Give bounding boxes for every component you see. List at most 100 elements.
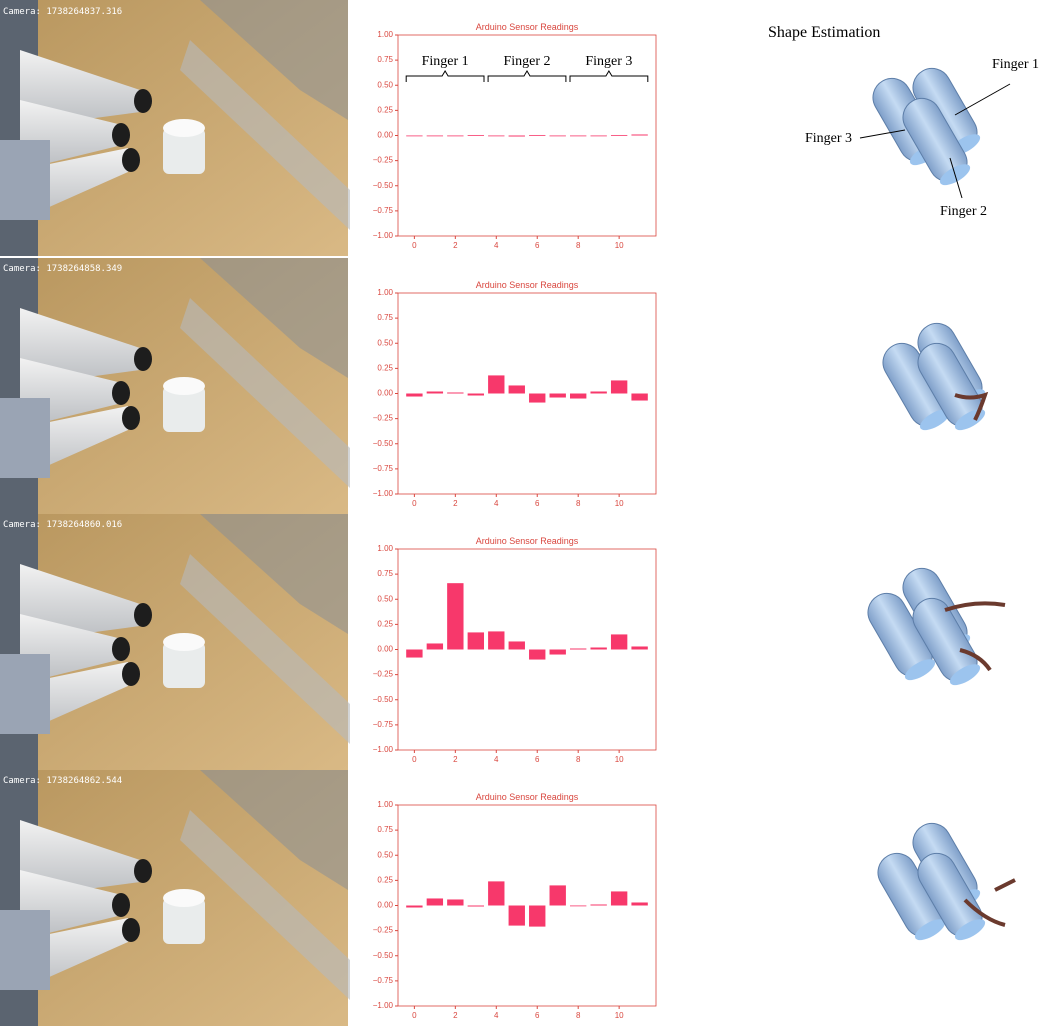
finger-annotation: Finger 2: [503, 54, 550, 69]
shape-model: [870, 816, 1016, 946]
finger-label: Finger 3: [805, 131, 852, 146]
finger-label: Finger 2: [940, 204, 987, 219]
shape-panels: Shape Estimation Finger 1 Finger 3 Finge…: [768, 24, 1039, 946]
bar: [508, 135, 525, 137]
y-tick-label: 0.00: [377, 389, 393, 398]
bar: [610, 380, 628, 394]
y-tick-label: 0.75: [377, 569, 393, 578]
camera-label: Camera: 1738264837.316: [3, 7, 122, 17]
bar: [549, 135, 566, 137]
x-tick-label: 6: [535, 241, 540, 250]
y-tick-label: 0.50: [377, 850, 393, 859]
y-tick-label: 0.75: [377, 825, 393, 834]
bar: [610, 134, 628, 136]
bar: [529, 134, 546, 136]
y-tick-label: 0.25: [377, 105, 393, 114]
bar: [549, 885, 566, 906]
bar: [467, 905, 484, 907]
bar: [529, 393, 546, 403]
y-tick-label: −0.50: [373, 951, 394, 960]
camera-image: [0, 0, 350, 256]
x-tick-label: 8: [576, 241, 581, 250]
x-tick-label: 2: [453, 1011, 458, 1020]
bar: [447, 899, 464, 906]
bar: [631, 393, 648, 401]
y-tick-label: 0.00: [377, 901, 393, 910]
y-tick-label: 0.50: [377, 594, 393, 603]
chart-title: Arduino Sensor Readings: [476, 536, 579, 546]
y-tick-label: −0.25: [373, 156, 394, 165]
bar: [406, 393, 423, 397]
finger-annotation: Finger 1: [422, 54, 469, 69]
x-tick-label: 4: [494, 241, 499, 250]
y-tick-label: −1.00: [373, 745, 394, 754]
x-tick-label: 8: [576, 1011, 581, 1020]
bar: [426, 135, 444, 137]
y-tick-label: 0.00: [377, 131, 393, 140]
x-tick-label: 10: [615, 241, 624, 250]
y-tick-label: −0.50: [373, 695, 394, 704]
bar: [570, 135, 587, 137]
shape-model: [860, 561, 1006, 691]
bar: [447, 583, 464, 650]
y-tick-label: −0.50: [373, 439, 394, 448]
bar: [631, 134, 648, 136]
y-tick-label: −0.75: [373, 206, 394, 215]
bar: [447, 392, 464, 394]
camera-label: Camera: 1738264860.016: [3, 520, 122, 530]
bar: [590, 647, 607, 650]
shape-title: Shape Estimation: [768, 24, 880, 41]
x-tick-label: 10: [615, 755, 624, 764]
x-tick-label: 6: [535, 499, 540, 508]
leader-line: [859, 129, 906, 139]
y-tick-label: 0.75: [377, 55, 393, 64]
bar: [610, 891, 628, 906]
shape-model: [865, 61, 986, 191]
brace: [487, 70, 567, 82]
y-tick-label: −0.25: [373, 670, 394, 679]
bar: [467, 134, 484, 136]
finger-annotation: Finger 3: [585, 54, 632, 69]
bar: [508, 385, 525, 394]
camera-image: [0, 770, 350, 1026]
y-tick-label: −1.00: [373, 489, 394, 498]
x-tick-label: 8: [576, 755, 581, 764]
x-tick-label: 2: [453, 241, 458, 250]
x-tick-label: 6: [535, 1011, 540, 1020]
leader-line: [949, 157, 963, 199]
x-tick-label: 0: [412, 499, 417, 508]
bar: [508, 641, 525, 650]
bar: [529, 905, 546, 927]
y-tick-label: −0.75: [373, 976, 394, 985]
y-tick-label: 1.00: [377, 800, 393, 809]
bar: [590, 135, 607, 137]
y-tick-label: −0.25: [373, 414, 394, 423]
chart-title: Arduino Sensor Readings: [476, 280, 579, 290]
y-tick-label: 0.50: [377, 80, 393, 89]
y-tick-label: −1.00: [373, 231, 394, 240]
chart-title: Arduino Sensor Readings: [476, 22, 579, 32]
x-tick-label: 8: [576, 499, 581, 508]
bar: [549, 393, 566, 398]
y-tick-label: 1.00: [377, 30, 393, 39]
y-tick-label: −0.75: [373, 720, 394, 729]
leader-line: [954, 83, 1011, 116]
y-tick-label: 1.00: [377, 288, 393, 297]
bar: [570, 905, 587, 907]
bar: [406, 649, 423, 658]
y-tick-label: 1.00: [377, 544, 393, 553]
bar: [426, 898, 444, 906]
bar: [631, 646, 648, 650]
bar: [406, 905, 423, 908]
y-tick-label: 0.25: [377, 363, 393, 372]
bar: [549, 649, 566, 655]
camera-label: Camera: 1738264858.349: [3, 264, 122, 274]
bar: [406, 135, 423, 137]
bar: [590, 904, 607, 906]
bar: [570, 648, 587, 650]
camera-label: Camera: 1738264862.544: [3, 776, 122, 786]
plot-frame: [397, 804, 657, 1007]
y-tick-label: 0.50: [377, 338, 393, 347]
bar: [570, 393, 587, 399]
